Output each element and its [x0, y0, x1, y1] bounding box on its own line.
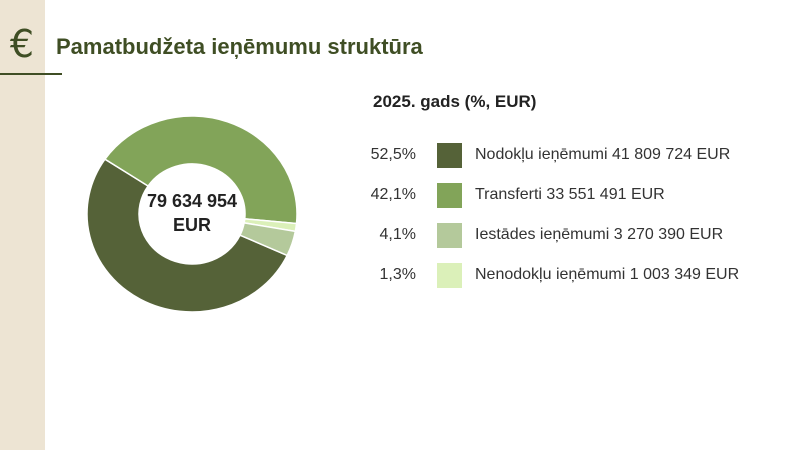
legend-percent: 52,5%	[370, 146, 416, 163]
slice-nodoklu	[86, 158, 289, 313]
page-title: Pamatbudžeta ieņēmumu struktūra	[56, 34, 423, 59]
slice-iestades	[239, 222, 297, 257]
legend-item-nodoklu: 52,5% Nodokļu ieņēmumi 41 809 724 EUR	[340, 143, 790, 183]
left-sidebar-band	[0, 0, 45, 450]
donut-chart: 79 634 954 EUR	[86, 115, 298, 313]
chart-legend: 52,5% Nodokļu ieņēmumi 41 809 724 EUR 42…	[340, 143, 790, 303]
slice-transferti	[103, 115, 298, 225]
legend-percent: 4,1%	[379, 226, 416, 243]
legend-swatch	[437, 263, 462, 288]
donut-center-total: 79 634 954 EUR	[86, 189, 298, 237]
legend-swatch	[437, 223, 462, 248]
chart-subtitle: 2025. gads (%, EUR)	[373, 92, 537, 111]
legend-label: Nenodokļu ieņēmumi 1 003 349 EUR	[475, 266, 740, 283]
legend-swatch	[437, 143, 462, 168]
title-underline	[0, 73, 62, 75]
donut-svg	[86, 115, 298, 313]
legend-percent: 1,3%	[379, 266, 416, 283]
donut-total-unit: EUR	[172, 215, 211, 235]
legend-percent: 42,1%	[370, 186, 416, 203]
euro-icon: €	[9, 22, 35, 66]
legend-item-transferti: 42,1% Transferti 33 551 491 EUR	[340, 183, 790, 223]
legend-swatch	[437, 183, 462, 208]
donut-total-value: 79 634 954	[146, 191, 238, 211]
legend-label: Transferti 33 551 491 EUR	[475, 186, 665, 203]
legend-item-nenodoklu: 1,3% Nenodokļu ieņēmumi 1 003 349 EUR	[340, 263, 790, 303]
legend-label: Iestādes ieņēmumi 3 270 390 EUR	[475, 226, 724, 243]
legend-item-iestades: 4,1% Iestādes ieņēmumi 3 270 390 EUR	[340, 223, 790, 263]
legend-label: Nodokļu ieņēmumi 41 809 724 EUR	[475, 146, 731, 163]
